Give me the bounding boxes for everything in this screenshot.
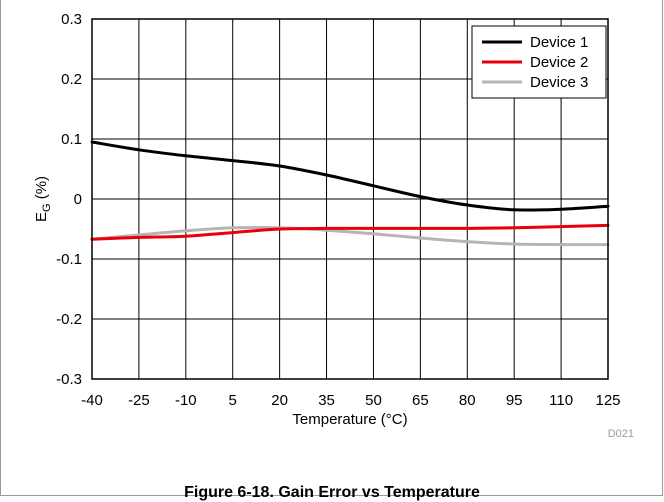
legend-label-device-3: Device 3 xyxy=(530,74,588,91)
legend: Device 1 Device 2 Device 3 xyxy=(471,25,607,99)
gain-error-chart: -40 -25 -10 5 20 35 50 65 80 95 110 125 0.3 0.2 0.1 0 -… xyxy=(33,11,634,440)
x-tick-label: 35 xyxy=(318,392,335,409)
y-tick-label: -0.2 xyxy=(56,311,82,328)
series-lines xyxy=(90,140,610,247)
x-tick-label: 125 xyxy=(595,392,620,409)
x-tick-label: 20 xyxy=(271,392,288,409)
x-tick-label: 80 xyxy=(459,392,476,409)
figure-caption: Figure 6-18. Gain Error vs Temperature xyxy=(184,484,480,501)
y-axis-title: EG (%) xyxy=(33,176,53,222)
y-axis-ticks: 0.3 0.2 0.1 0 -0.1 -0.2 -0.3 xyxy=(56,11,82,388)
x-tick-label: -10 xyxy=(175,392,197,409)
y-tick-label: 0.3 xyxy=(61,11,82,28)
figure-id-label: D021 xyxy=(608,428,634,440)
x-tick-label: 50 xyxy=(365,392,382,409)
y-tick-label: 0 xyxy=(74,191,82,208)
y-tick-label: -0.1 xyxy=(56,251,82,268)
x-tick-label: 65 xyxy=(412,392,429,409)
y-tick-label: -0.3 xyxy=(56,371,82,388)
y-tick-label: 0.2 xyxy=(61,71,82,88)
y-tick-label: 0.1 xyxy=(61,131,82,148)
x-tick-label: 5 xyxy=(229,392,237,409)
plot-area xyxy=(91,18,609,380)
x-tick-label: 110 xyxy=(549,392,573,409)
legend-label-device-2: Device 2 xyxy=(530,54,588,71)
legend-label-device-1: Device 1 xyxy=(530,34,588,51)
x-tick-label: -40 xyxy=(81,392,103,409)
series-line-device-3 xyxy=(90,225,610,247)
x-tick-label: 95 xyxy=(506,392,523,409)
x-axis-ticks: -40 -25 -10 5 20 35 50 65 80 95 110 125 xyxy=(81,392,620,409)
x-tick-label: -25 xyxy=(128,392,150,409)
series-line-device-2 xyxy=(90,223,610,241)
x-axis-title: Temperature (°C) xyxy=(292,411,407,428)
series-line-device-1 xyxy=(90,140,610,212)
